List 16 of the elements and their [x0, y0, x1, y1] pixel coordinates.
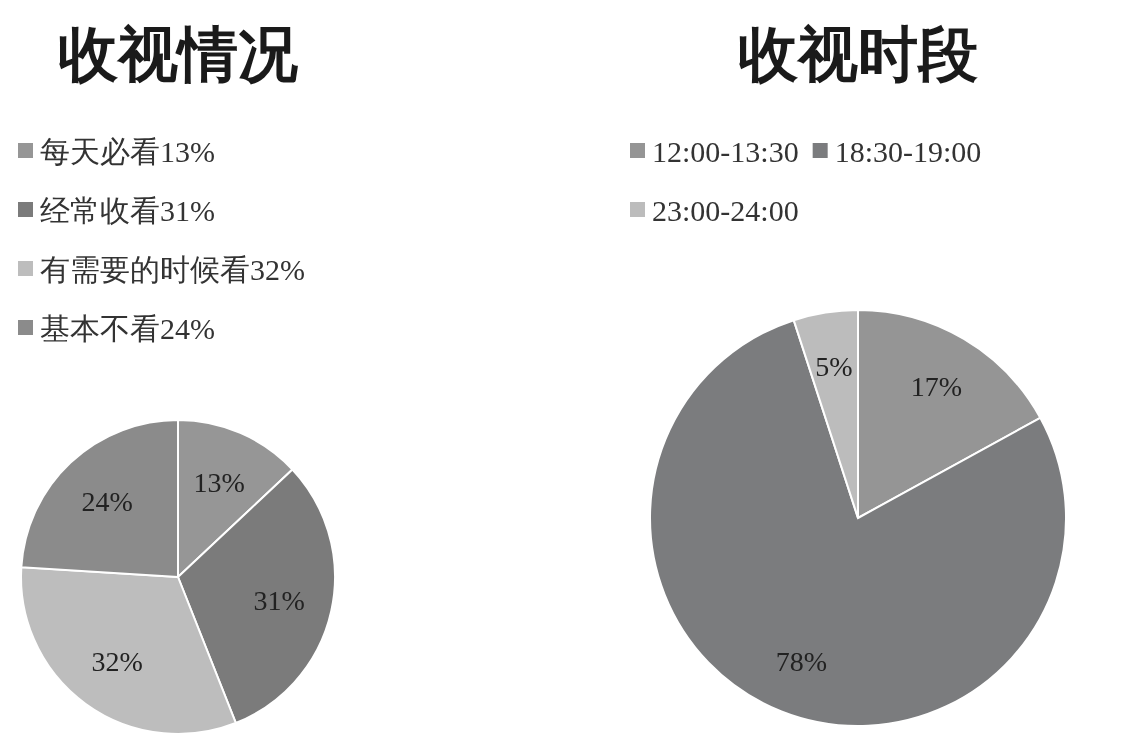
legend-label: 18:30-19:00: [834, 135, 982, 168]
legend-label: 基本不看24%: [40, 312, 215, 345]
chart-title: 收视时段: [738, 22, 978, 88]
data-label: 31%: [253, 584, 305, 616]
chart-title: 收视情况: [58, 22, 298, 88]
legend-label: 12:00-13:30: [652, 135, 799, 168]
data-label: 17%: [910, 370, 963, 402]
data-label: 5%: [815, 350, 853, 382]
legend-label: 23:00-24:00: [652, 194, 799, 227]
legend-label: 有需要的时候看32%: [40, 253, 305, 286]
data-label: 13%: [193, 466, 245, 498]
legend-label: 经常收看31%: [40, 194, 215, 227]
data-label: 32%: [91, 645, 143, 677]
legend-label: 每天必看13%: [40, 135, 215, 168]
data-label: 24%: [81, 486, 133, 518]
data-label: 78%: [775, 646, 827, 678]
